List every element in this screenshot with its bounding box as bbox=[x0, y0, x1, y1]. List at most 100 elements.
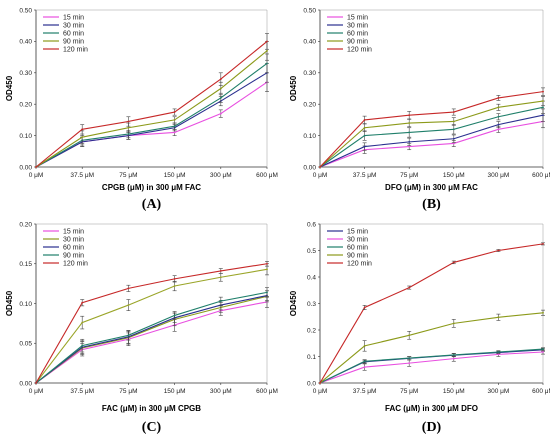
y-tick-label: 0.4 bbox=[307, 274, 316, 281]
series-line bbox=[35, 81, 268, 168]
data-point bbox=[266, 62, 268, 65]
y-axis-label: OD450 bbox=[289, 290, 298, 316]
legend-label: 90 min bbox=[347, 252, 368, 259]
y-tick-label: 0.10 bbox=[19, 301, 32, 308]
series-5 bbox=[319, 242, 545, 384]
data-point bbox=[542, 106, 544, 109]
series-line bbox=[319, 243, 544, 384]
x-tick-label: 0 μM bbox=[29, 388, 44, 395]
x-tick-label: 37.5 μM bbox=[70, 388, 94, 395]
chart-panel-3: 0.00 0.05 0.10 0.15 0.20 0 μM 37.5 μM 75 μM 150 … bbox=[5, 221, 278, 435]
data-point bbox=[497, 128, 500, 131]
data-point bbox=[173, 314, 176, 317]
y-tick-label: 0.50 bbox=[19, 7, 32, 14]
data-point bbox=[363, 306, 366, 309]
data-point bbox=[266, 262, 268, 265]
data-point bbox=[219, 78, 222, 80]
legend-label: 90 min bbox=[63, 38, 84, 45]
y-tick-label: 0.40 bbox=[303, 39, 316, 46]
series-4 bbox=[319, 309, 545, 384]
panel-label: (C) bbox=[142, 420, 162, 435]
data-point bbox=[127, 126, 130, 129]
data-point bbox=[497, 97, 500, 99]
data-point bbox=[542, 348, 544, 350]
legend-label: 60 min bbox=[63, 244, 84, 251]
data-point bbox=[219, 276, 222, 279]
data-point bbox=[542, 242, 544, 245]
data-point bbox=[219, 300, 222, 303]
y-tick-label: 0.20 bbox=[19, 221, 32, 228]
data-point bbox=[408, 357, 411, 359]
x-tick-label: 75 μM bbox=[400, 388, 418, 395]
x-tick-label: 300 μM bbox=[210, 388, 232, 395]
data-point bbox=[452, 137, 455, 140]
legend-label: 15 min bbox=[63, 228, 84, 235]
data-point bbox=[35, 382, 37, 384]
series-line bbox=[35, 62, 268, 168]
x-tick-label: 75 μM bbox=[400, 172, 418, 179]
y-tick-label: 0.6 bbox=[307, 221, 316, 228]
data-point bbox=[542, 114, 544, 117]
data-point bbox=[127, 120, 130, 123]
data-point bbox=[35, 166, 37, 168]
data-point bbox=[452, 354, 455, 356]
y-tick-label: 0.5 bbox=[307, 248, 316, 255]
series-line bbox=[35, 301, 268, 384]
data-point bbox=[173, 285, 176, 287]
data-point bbox=[266, 40, 268, 43]
legend-label: 30 min bbox=[347, 236, 368, 243]
series-2 bbox=[35, 63, 269, 168]
x-tick-label: 300 μM bbox=[487, 172, 509, 179]
data-point bbox=[497, 123, 500, 126]
chart-panel-2: 0.00 0.10 0.20 0.30 0.40 0.50 0 μM 37.5 μM 75 μM… bbox=[289, 7, 550, 212]
x-tick-label: 150 μM bbox=[164, 388, 186, 395]
data-point bbox=[173, 277, 176, 280]
data-point bbox=[542, 351, 544, 353]
data-point bbox=[363, 366, 366, 368]
series-2 bbox=[35, 290, 269, 384]
series-line bbox=[35, 72, 268, 168]
legend-label: 120 min bbox=[347, 46, 372, 53]
x-tick-label: 75 μM bbox=[119, 388, 137, 395]
legend-label: 120 min bbox=[347, 260, 372, 267]
legend-label: 120 min bbox=[63, 260, 88, 267]
data-point bbox=[173, 119, 176, 121]
data-point bbox=[127, 334, 130, 337]
legend-label: 90 min bbox=[347, 38, 368, 45]
series-line bbox=[35, 268, 268, 384]
series-3 bbox=[319, 100, 545, 168]
series-line bbox=[319, 120, 544, 168]
data-point bbox=[452, 111, 455, 113]
data-point bbox=[408, 362, 411, 365]
data-point bbox=[497, 353, 500, 356]
legend-label: 30 min bbox=[63, 22, 84, 29]
y-tick-label: 0.30 bbox=[303, 70, 316, 77]
series-line bbox=[35, 263, 268, 384]
panel-label: (D) bbox=[422, 420, 442, 435]
series-line bbox=[35, 295, 268, 384]
data-point bbox=[127, 304, 130, 306]
y-tick-label: 0.05 bbox=[19, 341, 32, 348]
legend-label: 60 min bbox=[347, 30, 368, 37]
series-line bbox=[319, 351, 544, 384]
data-point bbox=[266, 268, 268, 271]
data-point bbox=[363, 134, 366, 137]
legend-label: 60 min bbox=[63, 30, 84, 37]
data-point bbox=[408, 286, 411, 289]
series-line bbox=[35, 295, 268, 384]
x-tick-label: 600 μM bbox=[532, 388, 550, 395]
data-point bbox=[452, 261, 455, 264]
data-point bbox=[127, 287, 130, 290]
data-point bbox=[452, 357, 455, 360]
series-line bbox=[35, 291, 268, 384]
x-axis-label: FAC (μM) in 300 μM CPGB bbox=[102, 404, 201, 413]
series-3 bbox=[35, 53, 269, 168]
x-tick-label: 300 μM bbox=[487, 388, 509, 395]
data-point bbox=[219, 87, 222, 90]
x-axis-label: CPGB (μM) in 300 μM FAC bbox=[102, 183, 201, 192]
data-point bbox=[173, 125, 176, 128]
data-point bbox=[497, 249, 500, 252]
y-tick-label: 0.50 bbox=[303, 7, 316, 14]
x-axis-label: FAC (μM) in 300 μM DFO bbox=[385, 404, 478, 413]
